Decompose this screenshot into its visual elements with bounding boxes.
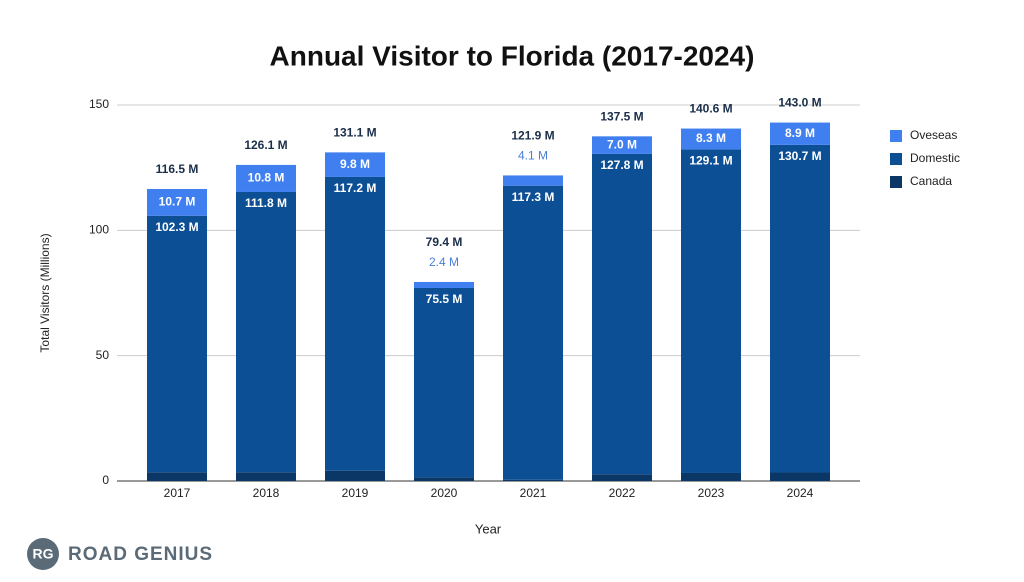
value-label: 102.3 M bbox=[155, 220, 198, 234]
value-label: 10.8 M bbox=[248, 171, 285, 185]
bar-segment bbox=[236, 164, 296, 192]
legend-swatch bbox=[890, 176, 902, 188]
bar-segment bbox=[503, 175, 563, 186]
bar-segment bbox=[592, 153, 652, 475]
logo-badge bbox=[27, 538, 59, 570]
total-label: 79.4 M bbox=[426, 235, 463, 249]
y-axis-title: Total Visitors (Millions) bbox=[38, 233, 52, 352]
x-tick-label: 2019 bbox=[342, 486, 369, 500]
bar-segment bbox=[147, 215, 207, 473]
bar-segment bbox=[770, 144, 830, 473]
chart-title: Annual Visitor to Florida (2017-2024) bbox=[270, 40, 755, 71]
x-tick-label: 2021 bbox=[520, 486, 547, 500]
bar-segment bbox=[770, 472, 830, 481]
x-tick-label: 2018 bbox=[253, 486, 280, 500]
bar-segment bbox=[236, 191, 296, 473]
legend-swatch bbox=[890, 153, 902, 165]
total-label: 121.9 M bbox=[511, 129, 554, 143]
value-label: 8.9 M bbox=[785, 126, 815, 140]
bar-segment bbox=[592, 136, 652, 154]
value-label: 117.3 M bbox=[512, 190, 555, 204]
bar-segment bbox=[325, 176, 385, 471]
legend-label: Oveseas bbox=[910, 128, 957, 142]
bar-segment bbox=[414, 287, 474, 478]
value-label: 129.1 M bbox=[689, 154, 732, 168]
bar-segment bbox=[681, 128, 741, 150]
value-label: 130.7 M bbox=[778, 149, 821, 163]
total-label: 140.6 M bbox=[689, 102, 732, 116]
x-tick-label: 2023 bbox=[698, 486, 725, 500]
value-label: 127.8 M bbox=[600, 158, 643, 172]
bar-segment bbox=[503, 479, 563, 481]
value-label: 7.0 M bbox=[607, 137, 637, 151]
value-label: 9.8 M bbox=[340, 157, 370, 171]
value-label: 117.2 M bbox=[334, 181, 377, 195]
y-tick-label: 100 bbox=[89, 223, 109, 237]
bar-segment bbox=[414, 477, 474, 481]
bar-segment bbox=[236, 472, 296, 481]
bar-segment bbox=[325, 152, 385, 177]
legend-swatch bbox=[890, 130, 902, 142]
logo-badge-text: RG bbox=[33, 546, 54, 562]
value-label: 4.1 M bbox=[518, 149, 548, 163]
legend-label: Domestic bbox=[910, 151, 960, 165]
x-axis-title: Year bbox=[475, 521, 502, 536]
x-tick-label: 2020 bbox=[431, 486, 458, 500]
bar-segment bbox=[414, 281, 474, 288]
x-tick-label: 2022 bbox=[609, 486, 636, 500]
bar-segment bbox=[592, 474, 652, 481]
y-tick-label: 50 bbox=[96, 348, 110, 362]
bar-segment bbox=[147, 472, 207, 481]
value-label: 111.8 M bbox=[245, 196, 287, 210]
total-label: 143.0 M bbox=[778, 96, 821, 110]
legend-label: Canada bbox=[910, 174, 952, 188]
value-label: 75.5 M bbox=[426, 292, 463, 306]
value-label: 10.7 M bbox=[159, 195, 196, 209]
bar-segment bbox=[681, 472, 741, 481]
y-tick-label: 0 bbox=[102, 473, 109, 487]
logo-text: ROAD GENIUS bbox=[68, 544, 213, 565]
total-label: 116.5 M bbox=[156, 162, 199, 176]
x-tick-label: 2017 bbox=[164, 486, 191, 500]
bar-segment bbox=[503, 185, 563, 480]
bar-segment bbox=[147, 188, 207, 216]
x-tick-label: 2024 bbox=[787, 486, 814, 500]
bar-segment bbox=[325, 470, 385, 481]
total-label: 131.1 M bbox=[333, 126, 376, 140]
value-label: 2.4 M bbox=[429, 255, 459, 269]
total-label: 137.5 M bbox=[600, 110, 643, 124]
value-label: 8.3 M bbox=[696, 131, 726, 145]
total-label: 126.1 M bbox=[244, 138, 287, 152]
y-tick-label: 150 bbox=[89, 97, 109, 111]
bar-segment bbox=[681, 149, 741, 473]
bar-segment bbox=[770, 122, 830, 145]
logo: RG ROAD GENIUS bbox=[27, 538, 213, 570]
